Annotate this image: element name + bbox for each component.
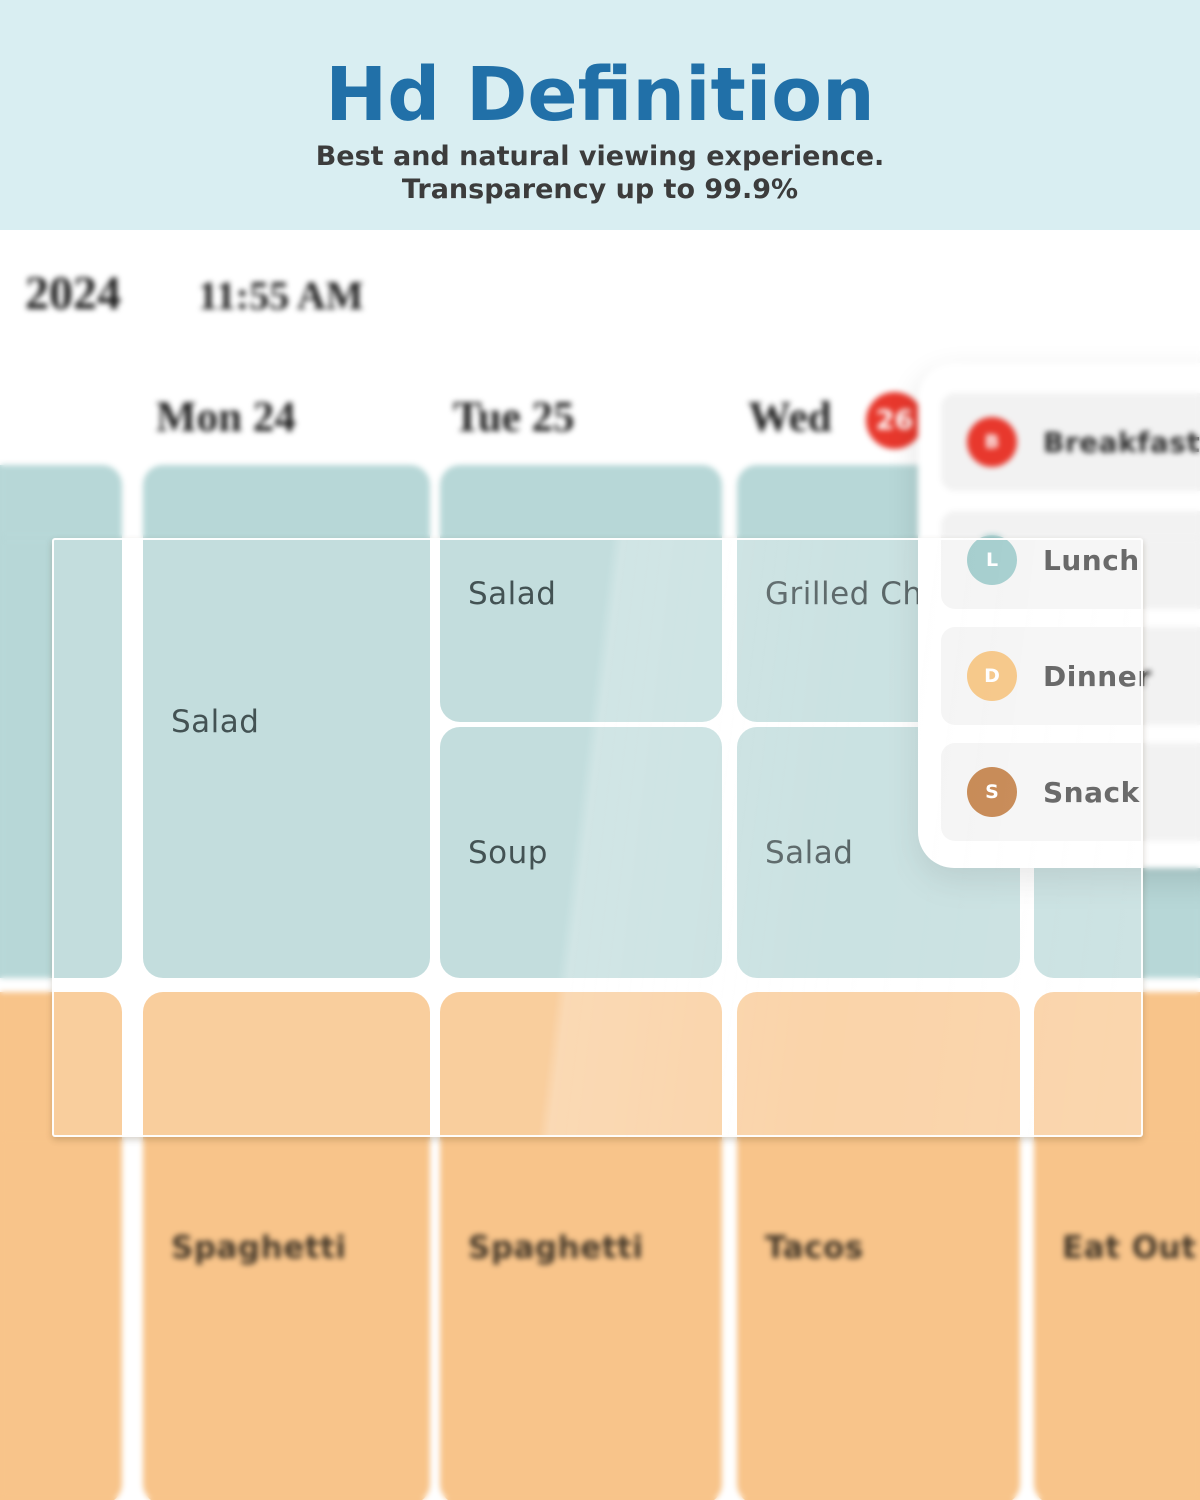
meal-cell-label: Grilled Che (765, 575, 943, 612)
legend-row-snack[interactable]: S Snack (941, 743, 1200, 841)
legend-label: Breakfast (1043, 425, 1200, 459)
today-date-number: 26 (875, 405, 914, 436)
lunch-badge-icon: L (967, 535, 1017, 585)
meal-cell-label: Spaghetti (171, 1230, 347, 1266)
legend-label: Snack (1043, 775, 1140, 809)
meal-cell-label: Soup (468, 834, 548, 871)
meal-cell-label: Eat Out (1062, 1230, 1197, 1266)
legend-label: Lunch (1043, 543, 1140, 577)
meal-cell-prev-dinner[interactable] (0, 992, 122, 1500)
day-header-tue: Tue 25 (453, 394, 575, 441)
today-date-badge: 26 (866, 392, 923, 449)
banner-title: Hd Definition (325, 52, 875, 138)
breakfast-badge-icon: B (967, 417, 1017, 467)
meal-cell-label: Tacos (765, 1230, 864, 1266)
meal-cell-mon-dinner[interactable]: Spaghetti (143, 992, 430, 1500)
meal-cell-prev-lunch[interactable] (0, 465, 122, 978)
meal-cell-label: Salad (765, 834, 854, 871)
legend-panel: B Breakfast L Lunch D Dinner S Snack (918, 363, 1200, 868)
banner-subtitle-line2: Transparency up to 99.9% (401, 174, 799, 205)
meal-cell-mon-lunch[interactable]: Salad (143, 465, 430, 978)
meal-cell-label: Salad (468, 575, 557, 612)
year-label: 2024 (25, 267, 121, 320)
meal-cell-tue-lunch-2[interactable]: Soup (440, 727, 722, 978)
snack-badge-icon: S (967, 767, 1017, 817)
legend-row-lunch[interactable]: L Lunch (941, 511, 1200, 609)
meal-cell-tue-lunch-1[interactable]: Salad (440, 465, 722, 722)
legend-abbr: L (985, 549, 999, 571)
promo-banner: Hd Definition Best and natural viewing e… (0, 0, 1200, 230)
legend-row-breakfast[interactable]: B Breakfast (941, 393, 1200, 491)
banner-subtitle-line1: Best and natural viewing experience. (315, 141, 885, 172)
meal-cell-wed-dinner[interactable]: Tacos (737, 992, 1020, 1500)
legend-abbr: B (984, 431, 1000, 453)
meal-cell-tue-dinner[interactable]: Spaghetti (440, 992, 722, 1500)
meal-cell-thu-dinner[interactable]: Eat Out (1034, 992, 1200, 1500)
meal-cell-label: Spaghetti (468, 1230, 644, 1266)
dinner-badge-icon: D (967, 651, 1017, 701)
time-label: 11:55 AM (198, 273, 364, 318)
legend-row-dinner[interactable]: D Dinner (941, 627, 1200, 725)
legend-label: Dinner (1043, 659, 1152, 693)
meal-cell-label: Salad (171, 703, 260, 740)
legend-abbr: D (984, 665, 1000, 687)
day-header-wed: Wed (748, 394, 832, 441)
day-header-mon: Mon 24 (156, 394, 296, 441)
legend-abbr: S (985, 781, 999, 803)
